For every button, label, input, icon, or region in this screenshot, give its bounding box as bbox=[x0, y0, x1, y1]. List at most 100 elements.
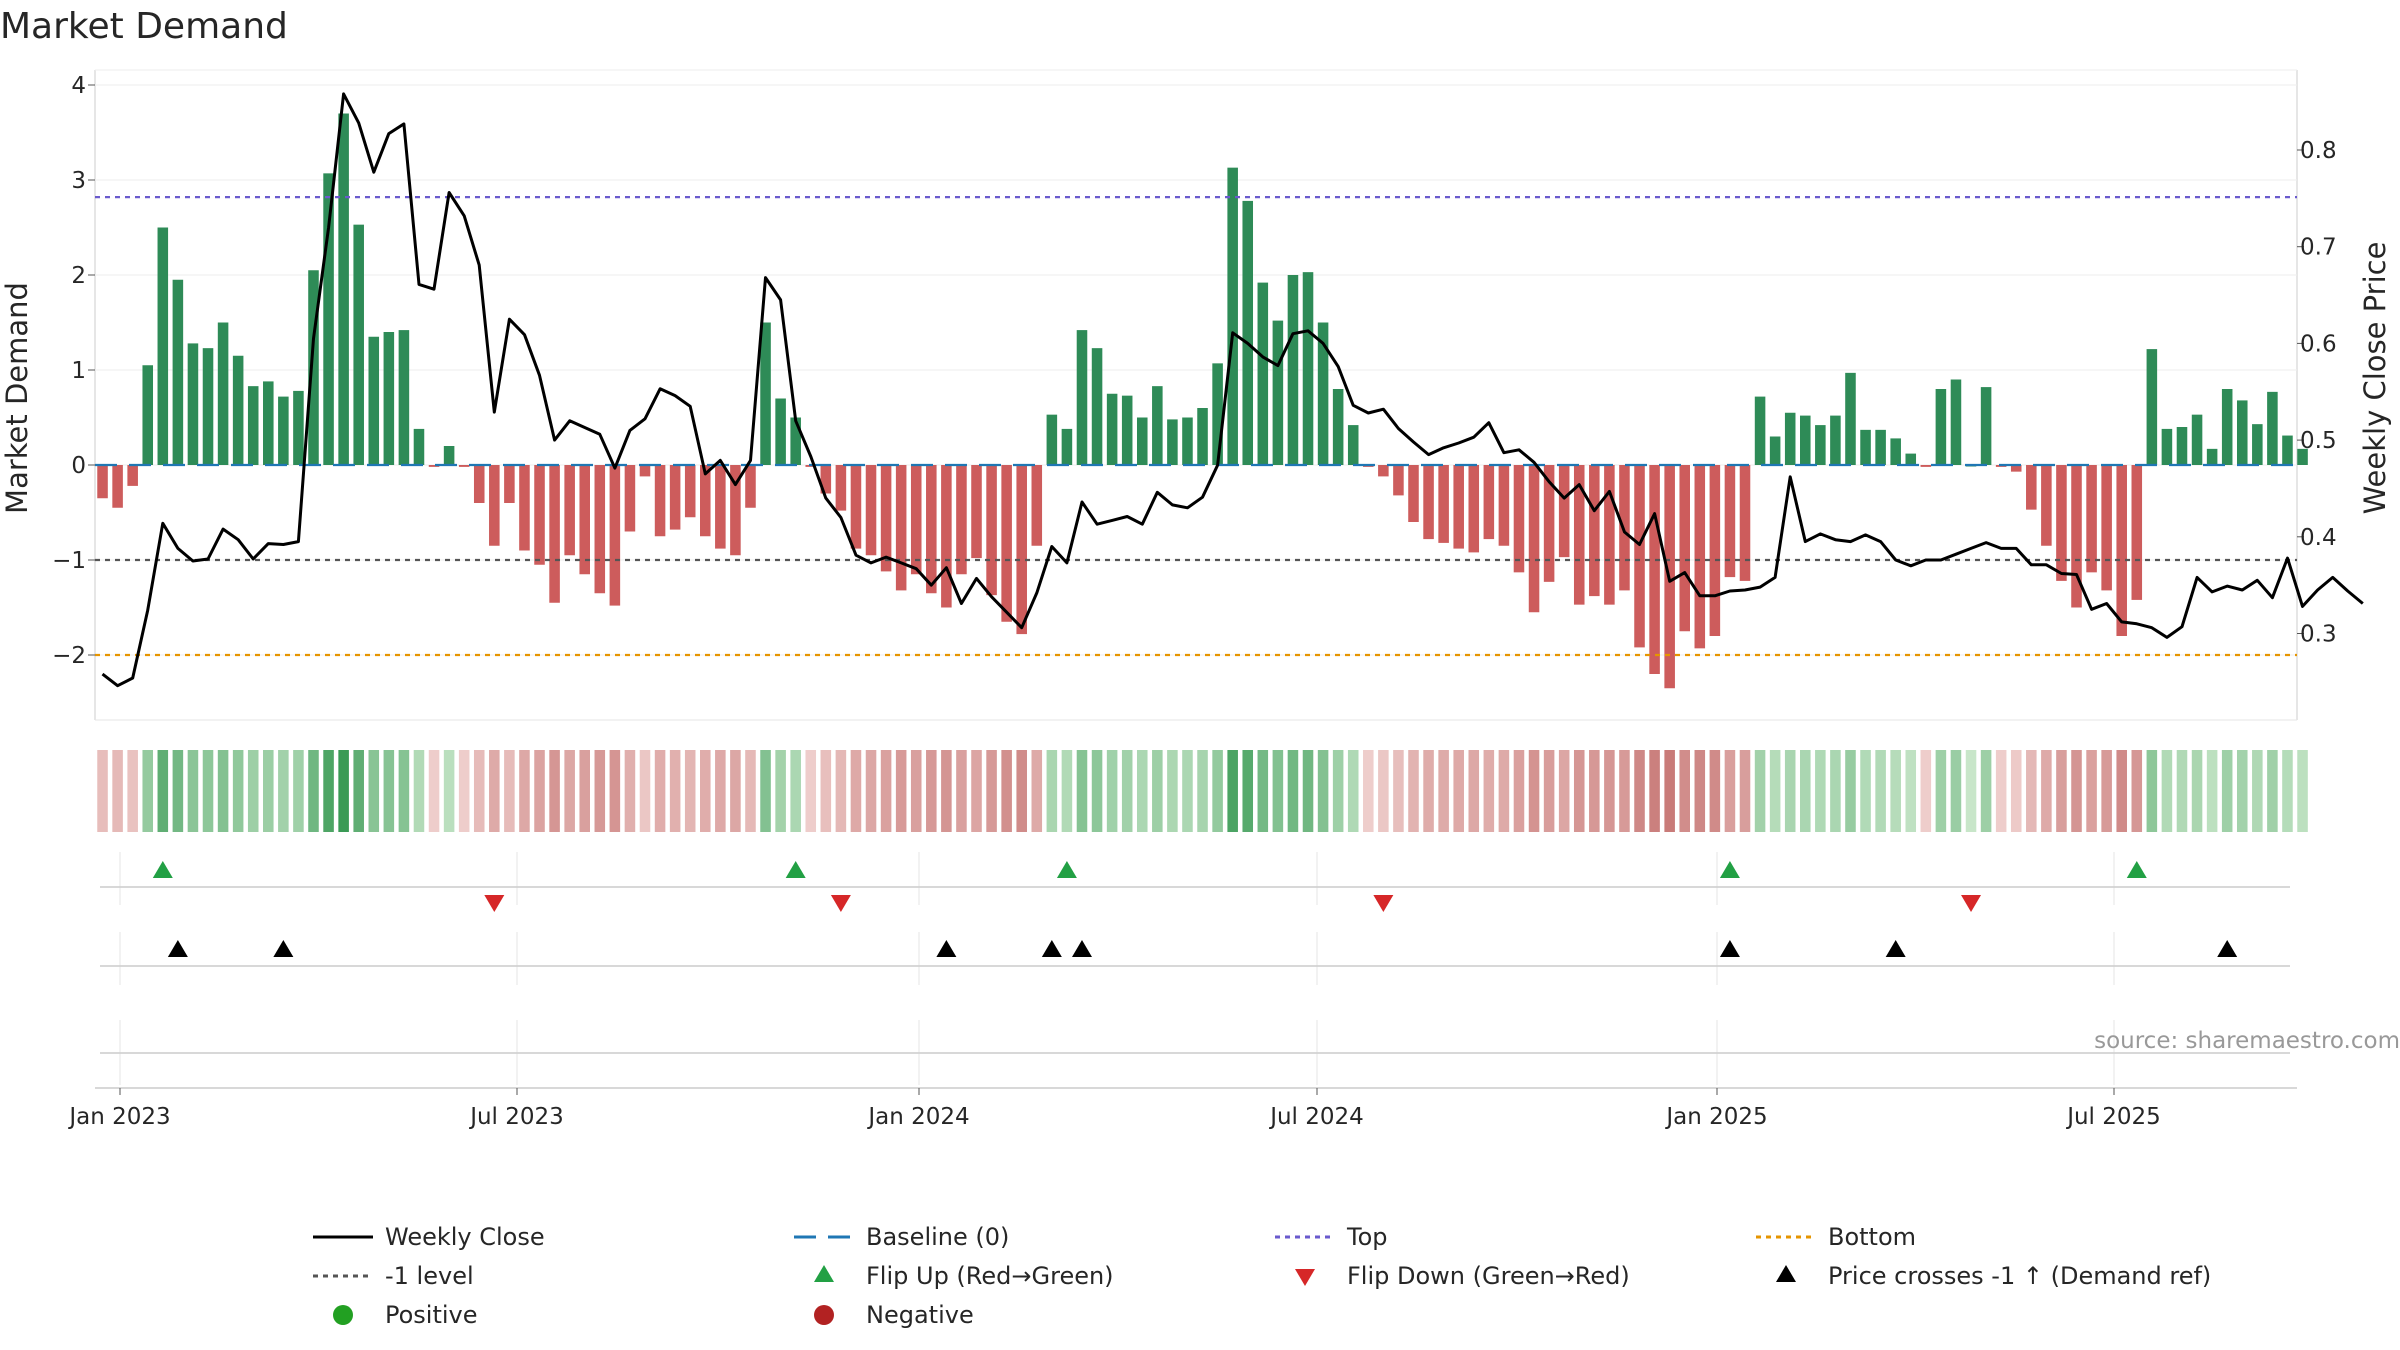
heat-cell-positive bbox=[1061, 750, 1073, 832]
y2-axis-label: Weekly Close Price bbox=[2358, 242, 2392, 515]
heat-cell-positive bbox=[383, 750, 395, 832]
demand-bar-positive bbox=[2282, 435, 2293, 465]
demand-bar-negative bbox=[1649, 465, 1660, 674]
demand-bar-positive bbox=[1287, 275, 1299, 465]
heat-cell-negative bbox=[519, 750, 530, 832]
heat-cell-negative bbox=[489, 750, 500, 832]
heat-cell-negative bbox=[1619, 750, 1630, 832]
heat-cell-positive bbox=[172, 750, 184, 832]
demand-bar-negative bbox=[986, 465, 997, 596]
demand-bar-positive bbox=[1905, 453, 1917, 465]
heat-cell-positive bbox=[1302, 750, 1314, 832]
demand-bar-positive bbox=[1106, 393, 1118, 465]
demand-bar-positive bbox=[1046, 414, 1058, 465]
heat-cell-positive bbox=[202, 750, 214, 832]
heat-cell-negative bbox=[2026, 750, 2037, 832]
heat-cell-positive bbox=[217, 750, 229, 832]
demand-bar-negative bbox=[1393, 465, 1404, 496]
heat-cell-positive bbox=[1046, 750, 1058, 832]
heat-cell-positive bbox=[2161, 750, 2173, 832]
heat-cell-negative bbox=[1589, 750, 1600, 832]
heat-cell-negative bbox=[473, 750, 485, 832]
demand-bar-negative bbox=[489, 465, 500, 546]
demand-bar-positive bbox=[1830, 415, 1841, 465]
legend-label: Price crosses -1 ↑ (Demand ref) bbox=[1828, 1262, 2211, 1290]
demand-bar-negative bbox=[1709, 465, 1721, 636]
heat-cell-positive bbox=[338, 750, 349, 832]
heat-cell-positive bbox=[790, 750, 801, 832]
demand-bar-negative bbox=[1001, 465, 1012, 622]
heat-cell-negative bbox=[1604, 750, 1615, 832]
flip-markers-panel bbox=[100, 852, 2290, 912]
legend-label: Positive bbox=[385, 1301, 478, 1329]
price-cross-marker bbox=[167, 940, 188, 957]
heat-cell-positive bbox=[1257, 750, 1269, 832]
demand-bar-negative bbox=[428, 465, 440, 467]
demand-bar-positive bbox=[1347, 425, 1359, 465]
legend-swatch-dot bbox=[333, 1305, 353, 1325]
heat-cell-positive bbox=[187, 750, 199, 832]
heat-cell-negative bbox=[2116, 750, 2127, 832]
heat-cell-positive bbox=[1152, 750, 1163, 832]
legend-swatch-triangle-up bbox=[814, 1265, 834, 1282]
demand-bar-negative bbox=[669, 465, 681, 530]
demand-bar-positive bbox=[2176, 427, 2188, 465]
demand-bar-positive bbox=[1875, 429, 1886, 465]
y2-tick-label: 0.8 bbox=[2300, 138, 2337, 164]
heat-cell-negative bbox=[895, 750, 907, 832]
heat-cell-negative bbox=[805, 750, 817, 832]
flip-up-marker bbox=[152, 861, 173, 878]
x-tick-label: Jul 2024 bbox=[1268, 1104, 1364, 1130]
flip-up-marker bbox=[785, 861, 806, 878]
heat-cell-positive bbox=[232, 750, 244, 832]
heat-cell-negative bbox=[2071, 750, 2082, 832]
heat-cell-positive bbox=[1182, 750, 1193, 832]
price-cross-marker bbox=[1041, 940, 1062, 957]
demand-bar-negative bbox=[2026, 465, 2037, 510]
demand-bar-negative bbox=[730, 465, 741, 556]
heat-cell-negative bbox=[730, 750, 741, 832]
demand-bar-positive bbox=[1754, 396, 1766, 465]
legend-label: -1 level bbox=[385, 1262, 474, 1290]
heat-cell-positive bbox=[308, 750, 319, 832]
demand-bar-negative bbox=[910, 465, 922, 575]
legend-item: Baseline (0) bbox=[794, 1223, 1009, 1251]
heat-cell-negative bbox=[1995, 750, 2007, 832]
demand-bar-negative bbox=[1604, 465, 1615, 605]
heat-cell-positive bbox=[1121, 750, 1133, 832]
heat-cell-positive bbox=[2236, 750, 2248, 832]
demand-bar-negative bbox=[1739, 465, 1751, 581]
heat-cell-negative bbox=[579, 750, 590, 832]
heat-cell-negative bbox=[428, 750, 440, 832]
heat-cell-positive bbox=[142, 750, 154, 832]
demand-bar-negative bbox=[1694, 465, 1706, 649]
heat-cell-negative bbox=[1649, 750, 1660, 832]
heat-cell-negative bbox=[1438, 750, 1449, 832]
demand-bar-negative bbox=[564, 465, 575, 556]
demand-bar-negative bbox=[1724, 465, 1736, 578]
demand-bar-negative bbox=[715, 465, 726, 549]
heat-cell-negative bbox=[1408, 750, 1419, 832]
demand-heat-strip bbox=[97, 750, 2308, 832]
demand-bar-positive bbox=[2221, 389, 2233, 465]
heat-cell-negative bbox=[1528, 750, 1540, 832]
price-cross-marker bbox=[273, 940, 294, 957]
heat-cell-positive bbox=[2176, 750, 2188, 832]
heat-cell-positive bbox=[2146, 750, 2158, 832]
demand-bar-negative bbox=[926, 465, 937, 594]
heat-cell-negative bbox=[1453, 750, 1464, 832]
heat-cell-negative bbox=[97, 750, 108, 832]
heat-cell-negative bbox=[745, 750, 756, 832]
demand-bar-positive bbox=[443, 446, 455, 465]
x-tick-label: Jan 2025 bbox=[1664, 1104, 1767, 1130]
demand-bar-positive bbox=[1302, 272, 1314, 465]
heat-cell-negative bbox=[594, 750, 606, 832]
demand-bar-positive bbox=[2252, 424, 2263, 465]
demand-bar-negative bbox=[504, 465, 515, 503]
demand-bar-negative bbox=[1634, 465, 1645, 648]
heat-cell-negative bbox=[1573, 750, 1585, 832]
heat-cell-negative bbox=[971, 750, 982, 832]
heat-cell-negative bbox=[2041, 750, 2052, 832]
demand-bar-negative bbox=[549, 465, 560, 603]
flip-up-marker bbox=[1719, 861, 1740, 878]
